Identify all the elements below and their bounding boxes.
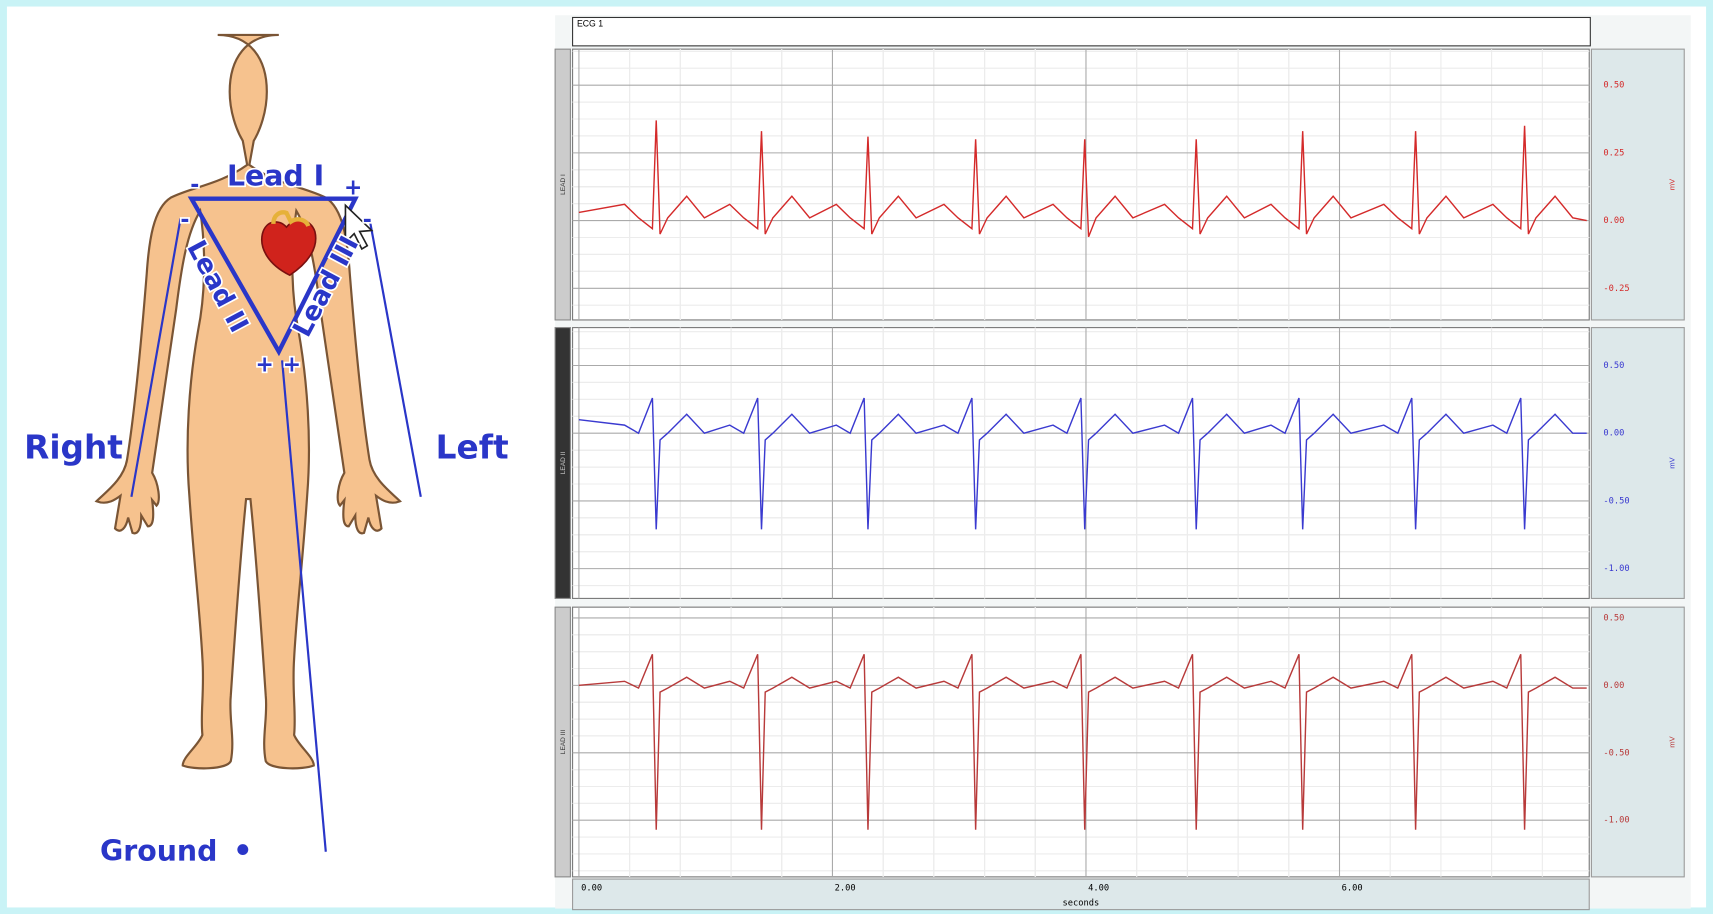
channel-label: LEAD I: [560, 174, 567, 195]
ground-label: Ground: [100, 834, 218, 867]
limb-label: Left: [436, 429, 509, 467]
limb-label: Right: [24, 429, 123, 467]
polarity-sign: -: [363, 208, 372, 233]
polarity-sign: +: [344, 175, 362, 200]
y-tick-label: 0.25: [1603, 148, 1624, 158]
y-tick-label: -0.50: [1603, 748, 1629, 758]
y-axis-label: mV: [1667, 456, 1676, 468]
x-tick-label: 4.00: [1088, 883, 1109, 893]
ecg-trace: [578, 654, 1587, 830]
lead-wires: [130, 196, 422, 852]
x-axis-label: seconds: [1063, 899, 1100, 909]
body-figure: [94, 33, 402, 770]
ecg-trace: [578, 120, 1587, 238]
y-axis-label: mV: [1667, 735, 1676, 747]
title-strip: [572, 16, 1591, 47]
y-tick-label: -0.50: [1603, 496, 1629, 506]
y-tick-label: 0.50: [1603, 81, 1624, 91]
ground-electrode: [237, 844, 249, 856]
y-tick-label: -0.25: [1603, 284, 1629, 294]
y-tick-label: -1.00: [1603, 816, 1629, 826]
plot-area: [572, 606, 1590, 878]
polarity-sign: +: [283, 352, 301, 377]
channel-strip: [554, 48, 571, 321]
plot-area: [572, 48, 1590, 321]
x-tick-label: 2.00: [835, 883, 856, 893]
lead-label: Lead I: [227, 160, 324, 193]
polarity-sign: -: [190, 173, 199, 198]
channel-strip: [554, 327, 571, 599]
mouse-cursor: [344, 203, 374, 251]
heart-icon: [260, 210, 317, 277]
y-tick-label: 0.00: [1603, 429, 1624, 439]
channel-strip: [554, 606, 571, 878]
y-tick-label: 0.50: [1603, 613, 1624, 623]
y-tick-label: 0.00: [1603, 216, 1624, 226]
x-axis-strip: [572, 878, 1590, 911]
channel-label: LEAD II: [560, 452, 567, 475]
y-tick-label: 0.50: [1603, 361, 1624, 371]
ecg-trace: [578, 397, 1587, 530]
plot-area: [572, 327, 1590, 599]
y-axis-strip: [1590, 327, 1685, 599]
y-axis-strip: [1590, 48, 1685, 321]
recording-title: ECG 1: [577, 18, 603, 28]
x-tick-label: 0.00: [581, 883, 602, 893]
y-tick-label: -1.00: [1603, 564, 1629, 574]
x-tick-label: 6.00: [1342, 883, 1363, 893]
polarity-sign: -: [180, 208, 189, 233]
y-tick-label: 0.00: [1603, 681, 1624, 691]
polarity-sign: +: [255, 352, 273, 377]
y-axis-strip: [1590, 606, 1685, 878]
channel-label: LEAD III: [560, 730, 567, 755]
y-axis-label: mV: [1667, 178, 1676, 190]
